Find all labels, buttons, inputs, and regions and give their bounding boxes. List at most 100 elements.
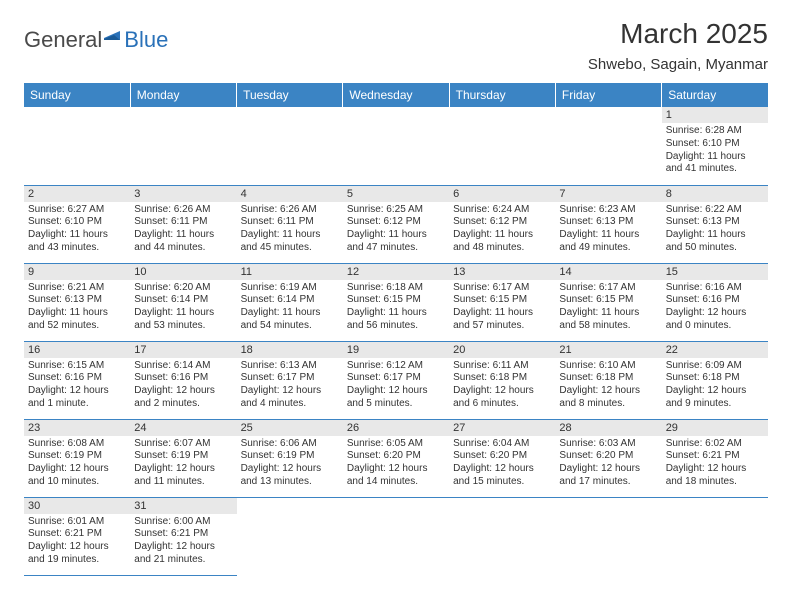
calendar-day-cell <box>237 107 343 185</box>
day-number: 10 <box>130 264 236 280</box>
calendar-day-cell: 30Sunrise: 6:01 AMSunset: 6:21 PMDayligh… <box>24 497 130 575</box>
month-title: March 2025 <box>588 18 768 50</box>
day-number: 15 <box>662 264 768 280</box>
calendar-day-cell: 21Sunrise: 6:10 AMSunset: 6:18 PMDayligh… <box>555 341 661 419</box>
day-details: Sunrise: 6:07 AMSunset: 6:19 PMDaylight:… <box>134 438 232 489</box>
calendar-day-cell: 25Sunrise: 6:06 AMSunset: 6:19 PMDayligh… <box>237 419 343 497</box>
weekday-header: Sunday <box>24 83 130 107</box>
day-number: 17 <box>130 342 236 358</box>
calendar-day-cell <box>449 497 555 575</box>
calendar-day-cell <box>555 107 661 185</box>
day-number: 14 <box>555 264 661 280</box>
logo-text-blue: Blue <box>124 27 168 53</box>
calendar-day-cell: 28 Sunrise: 6:03 AMSunset: 6:20 PMDayligh… <box>555 419 661 497</box>
day-details: Sunrise: 6:23 AMSunset: 6:13 PMDaylight:… <box>559 204 657 255</box>
day-details: Sunrise: 6:14 AMSunset: 6:16 PMDaylight:… <box>134 360 232 411</box>
day-number: 1 <box>662 107 768 123</box>
calendar-header-row: SundayMondayTuesdayWednesdayThursdayFrid… <box>24 83 768 107</box>
day-number: 20 <box>449 342 555 358</box>
calendar-day-cell <box>343 107 449 185</box>
calendar-day-cell: 11Sunrise: 6:19 AMSunset: 6:14 PMDayligh… <box>237 263 343 341</box>
day-number: 18 <box>237 342 343 358</box>
calendar-day-cell <box>130 107 236 185</box>
calendar-day-cell: 7 Sunrise: 6:23 AMSunset: 6:13 PMDaylight… <box>555 185 661 263</box>
calendar-day-cell: 29 Sunrise: 6:02 AMSunset: 6:21 PMDayligh… <box>662 419 768 497</box>
calendar-week-row: 2Sunrise: 6:27 AMSunset: 6:10 PMDaylight… <box>24 185 768 263</box>
weekday-header: Tuesday <box>237 83 343 107</box>
day-details: Sunrise: 6:28 AMSunset: 6:10 PMDaylight:… <box>666 125 764 176</box>
calendar-day-cell: 17 Sunrise: 6:14 AMSunset: 6:16 PMDayligh… <box>130 341 236 419</box>
weekday-header: Thursday <box>449 83 555 107</box>
calendar-day-cell <box>449 107 555 185</box>
calendar-day-cell <box>343 497 449 575</box>
calendar-day-cell <box>555 497 661 575</box>
day-details: Sunrise: 6:17 AMSunset: 6:15 PMDaylight:… <box>559 282 657 333</box>
calendar-day-cell: 24Sunrise: 6:07 AMSunset: 6:19 PMDayligh… <box>130 419 236 497</box>
day-details: Sunrise: 6:11 AMSunset: 6:18 PMDaylight:… <box>453 360 551 411</box>
calendar-day-cell: 22 Sunrise: 6:09 AMSunset: 6:18 PMDayligh… <box>662 341 768 419</box>
calendar-day-cell: 2Sunrise: 6:27 AMSunset: 6:10 PMDaylight… <box>24 185 130 263</box>
calendar-day-cell: 20 Sunrise: 6:11 AMSunset: 6:18 PMDayligh… <box>449 341 555 419</box>
calendar-day-cell: 4 Sunrise: 6:26 AMSunset: 6:11 PMDaylight… <box>237 185 343 263</box>
calendar-week-row: 9 Sunrise: 6:21 AMSunset: 6:13 PMDaylight… <box>24 263 768 341</box>
day-details: Sunrise: 6:15 AMSunset: 6:16 PMDaylight:… <box>28 360 126 411</box>
calendar-day-cell: 15Sunrise: 6:16 AMSunset: 6:16 PMDayligh… <box>662 263 768 341</box>
day-details: Sunrise: 6:12 AMSunset: 6:17 PMDaylight:… <box>347 360 445 411</box>
calendar-day-cell: 8Sunrise: 6:22 AMSunset: 6:13 PMDaylight… <box>662 185 768 263</box>
calendar-day-cell: 14 Sunrise: 6:17 AMSunset: 6:15 PMDayligh… <box>555 263 661 341</box>
calendar-body: 1 Sunrise: 6:28 AMSunset: 6:10 PMDaylight… <box>24 107 768 575</box>
day-details: Sunrise: 6:21 AMSunset: 6:13 PMDaylight:… <box>28 282 126 333</box>
calendar-day-cell: 9 Sunrise: 6:21 AMSunset: 6:13 PMDaylight… <box>24 263 130 341</box>
day-details: Sunrise: 6:00 AMSunset: 6:21 PMDaylight:… <box>134 516 232 567</box>
day-details: Sunrise: 6:17 AMSunset: 6:15 PMDaylight:… <box>453 282 551 333</box>
day-details: Sunrise: 6:13 AMSunset: 6:17 PMDaylight:… <box>241 360 339 411</box>
day-number: 31 <box>130 498 236 514</box>
calendar-day-cell: 27Sunrise: 6:04 AMSunset: 6:20 PMDayligh… <box>449 419 555 497</box>
day-details: Sunrise: 6:20 AMSunset: 6:14 PMDaylight:… <box>134 282 232 333</box>
calendar-day-cell: 13 Sunrise: 6:17 AMSunset: 6:15 PMDayligh… <box>449 263 555 341</box>
calendar-day-cell: 1 Sunrise: 6:28 AMSunset: 6:10 PMDaylight… <box>662 107 768 185</box>
calendar-table: SundayMondayTuesdayWednesdayThursdayFrid… <box>24 83 768 576</box>
day-number: 2 <box>24 186 130 202</box>
day-number: 25 <box>237 420 343 436</box>
day-details: Sunrise: 6:05 AMSunset: 6:20 PMDaylight:… <box>347 438 445 489</box>
calendar-day-cell: 23 Sunrise: 6:08 AMSunset: 6:19 PMDayligh… <box>24 419 130 497</box>
calendar-day-cell: 26 Sunrise: 6:05 AMSunset: 6:20 PMDayligh… <box>343 419 449 497</box>
day-number: 30 <box>24 498 130 514</box>
day-details: Sunrise: 6:08 AMSunset: 6:19 PMDaylight:… <box>28 438 126 489</box>
calendar-day-cell: 19 Sunrise: 6:12 AMSunset: 6:17 PMDayligh… <box>343 341 449 419</box>
day-number: 26 <box>343 420 449 436</box>
calendar-week-row: 1 Sunrise: 6:28 AMSunset: 6:10 PMDaylight… <box>24 107 768 185</box>
day-number: 28 <box>555 420 661 436</box>
day-details: Sunrise: 6:03 AMSunset: 6:20 PMDaylight:… <box>559 438 657 489</box>
weekday-header: Friday <box>555 83 661 107</box>
day-number: 7 <box>555 186 661 202</box>
calendar-day-cell <box>662 497 768 575</box>
day-number: 23 <box>24 420 130 436</box>
calendar-day-cell: 31 Sunrise: 6:00 AMSunset: 6:21 PMDayligh… <box>130 497 236 575</box>
day-details: Sunrise: 6:09 AMSunset: 6:18 PMDaylight:… <box>666 360 764 411</box>
weekday-header: Monday <box>130 83 236 107</box>
location: Shwebo, Sagain, Myanmar <box>588 56 768 73</box>
day-details: Sunrise: 6:26 AMSunset: 6:11 PMDaylight:… <box>134 204 232 255</box>
title-block: March 2025 Shwebo, Sagain, Myanmar <box>588 18 768 73</box>
calendar-day-cell <box>237 497 343 575</box>
day-number: 13 <box>449 264 555 280</box>
weekday-header: Saturday <box>662 83 768 107</box>
logo-flag-icon <box>102 26 124 53</box>
calendar-day-cell: 5Sunrise: 6:25 AMSunset: 6:12 PMDaylight… <box>343 185 449 263</box>
calendar-week-row: 16 Sunrise: 6:15 AMSunset: 6:16 PMDayligh… <box>24 341 768 419</box>
day-number: 22 <box>662 342 768 358</box>
day-number: 5 <box>343 186 449 202</box>
day-number: 9 <box>24 264 130 280</box>
day-number: 29 <box>662 420 768 436</box>
day-details: Sunrise: 6:02 AMSunset: 6:21 PMDaylight:… <box>666 438 764 489</box>
day-details: Sunrise: 6:26 AMSunset: 6:11 PMDaylight:… <box>241 204 339 255</box>
day-details: Sunrise: 6:18 AMSunset: 6:15 PMDaylight:… <box>347 282 445 333</box>
day-number: 19 <box>343 342 449 358</box>
day-number: 11 <box>237 264 343 280</box>
day-number: 12 <box>343 264 449 280</box>
calendar-week-row: 23 Sunrise: 6:08 AMSunset: 6:19 PMDayligh… <box>24 419 768 497</box>
day-number: 16 <box>24 342 130 358</box>
day-number: 4 <box>237 186 343 202</box>
